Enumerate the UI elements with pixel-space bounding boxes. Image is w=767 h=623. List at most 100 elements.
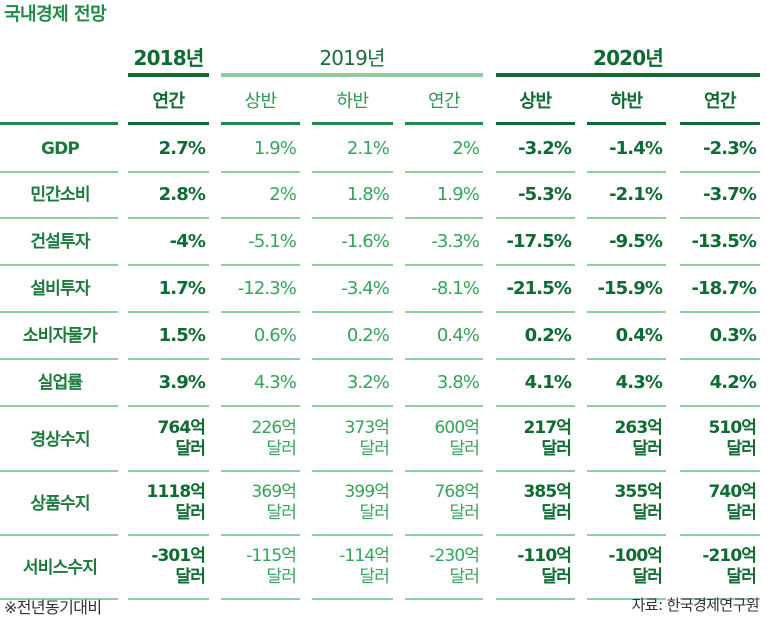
- row-divider: [128, 171, 209, 173]
- row-divider-label: [0, 311, 118, 313]
- row-divider: [405, 264, 483, 266]
- table-cell: -115억 달러: [221, 546, 297, 590]
- row-divider-label: [0, 470, 118, 472]
- row-divider: [496, 470, 575, 472]
- table-cell: -301억 달러: [128, 546, 206, 590]
- cell-amount: -110억: [517, 546, 572, 566]
- table-cell: -17.5%: [506, 231, 571, 252]
- table-cell: -230억 달러: [405, 546, 480, 590]
- row-divider: [496, 358, 575, 360]
- table-cell: 4.1%: [524, 372, 572, 393]
- row-divider: [496, 534, 575, 536]
- table-cell: 768억 달러: [405, 482, 480, 526]
- row-divider: [680, 264, 760, 266]
- table-cell: -3.7%: [703, 184, 757, 205]
- row-divider: [221, 405, 300, 407]
- table-cell: 373억 달러: [312, 418, 390, 462]
- row-divider: [496, 311, 575, 313]
- header-rule-label: [0, 122, 118, 125]
- cell-unit: 달러: [449, 503, 480, 523]
- row-label: GDP: [40, 139, 80, 159]
- cell-amount: 1118억: [146, 482, 206, 502]
- row-divider: [221, 264, 300, 266]
- row-divider: [312, 264, 393, 266]
- row-label: 설비투자: [30, 279, 90, 299]
- cell-unit: 달러: [175, 567, 206, 587]
- row-divider: [587, 405, 666, 407]
- row-divider: [312, 534, 393, 536]
- cell-amount: 510억: [708, 418, 756, 438]
- row-divider: [128, 405, 209, 407]
- row-divider: [680, 217, 760, 219]
- table-cell: 399억 달러: [312, 482, 390, 526]
- cell-amount: 768억: [434, 482, 480, 502]
- cell-amount: 217억: [523, 418, 571, 438]
- row-divider: [128, 217, 209, 219]
- row-label: 상품수지: [30, 494, 90, 514]
- cell-amount: 399억: [344, 482, 390, 502]
- cell-amount: -301억: [151, 546, 206, 566]
- table-cell: 0.6%: [253, 325, 297, 346]
- cell-amount: 369억: [251, 482, 297, 502]
- table-cell: 2.1%: [346, 138, 390, 159]
- table-cell: -2.3%: [703, 138, 757, 159]
- row-divider: [221, 534, 300, 536]
- cell-amount: 740억: [708, 482, 756, 502]
- table-title: 국내경제 전망: [4, 4, 107, 25]
- cell-amount: 373억: [344, 418, 390, 438]
- row-divider: [680, 171, 760, 173]
- table-cell: -100억 달러: [587, 546, 663, 590]
- table-cell: -15.9%: [597, 278, 662, 299]
- cell-amount: 385억: [523, 482, 571, 502]
- row-divider: [587, 598, 666, 600]
- table-cell: 3.2%: [346, 372, 390, 393]
- row-divider: [587, 534, 666, 536]
- footnote: ※전년동기대비: [4, 598, 102, 617]
- header-rule: [587, 122, 666, 125]
- table-cell: 0.2%: [346, 325, 390, 346]
- cell-unit: 달러: [632, 439, 663, 459]
- cell-unit: 달러: [449, 439, 480, 459]
- cell-unit: 달러: [726, 503, 757, 523]
- row-divider: [405, 405, 483, 407]
- cell-amount: 355억: [614, 482, 662, 502]
- table-cell: -3.2%: [518, 138, 572, 159]
- table-cell: -2.1%: [609, 184, 663, 205]
- cell-unit: 달러: [726, 439, 757, 459]
- cell-amount: 263억: [614, 418, 662, 438]
- header-rule: [680, 122, 760, 125]
- row-divider: [587, 470, 666, 472]
- header-rule: [405, 122, 483, 125]
- year-rule-2019: [221, 73, 483, 77]
- table-cell: 0.3%: [709, 325, 757, 346]
- row-divider: [680, 311, 760, 313]
- row-divider: [221, 311, 300, 313]
- table-cell: 1.9%: [253, 138, 297, 159]
- row-divider: [405, 598, 483, 600]
- row-divider: [587, 311, 666, 313]
- table-cell: 217억 달러: [496, 418, 571, 462]
- table-cell: -5.1%: [248, 231, 297, 252]
- table-cell: 2%: [452, 138, 480, 159]
- table-cell: -1.4%: [609, 138, 663, 159]
- row-divider-label: [0, 264, 118, 266]
- row-divider: [128, 358, 209, 360]
- cell-amount: 764억: [157, 418, 205, 438]
- row-divider: [496, 405, 575, 407]
- cell-amount: -230억: [429, 546, 480, 566]
- year-label: 2020년: [592, 46, 664, 70]
- row-divider: [587, 217, 666, 219]
- table-cell: 2.8%: [158, 184, 206, 205]
- header-rule: [496, 122, 575, 125]
- table-cell: -12.3%: [237, 278, 297, 299]
- table-cell: 263억 달러: [587, 418, 662, 462]
- row-label: 경상수지: [30, 430, 90, 450]
- table-cell: -5.3%: [518, 184, 572, 205]
- header-rule: [312, 122, 393, 125]
- row-divider: [496, 598, 575, 600]
- row-divider: [496, 264, 575, 266]
- row-divider-label: [0, 217, 118, 219]
- table-cell: 0.4%: [615, 325, 663, 346]
- table-cell: -9.5%: [609, 231, 663, 252]
- row-label: 민간소비: [30, 185, 90, 205]
